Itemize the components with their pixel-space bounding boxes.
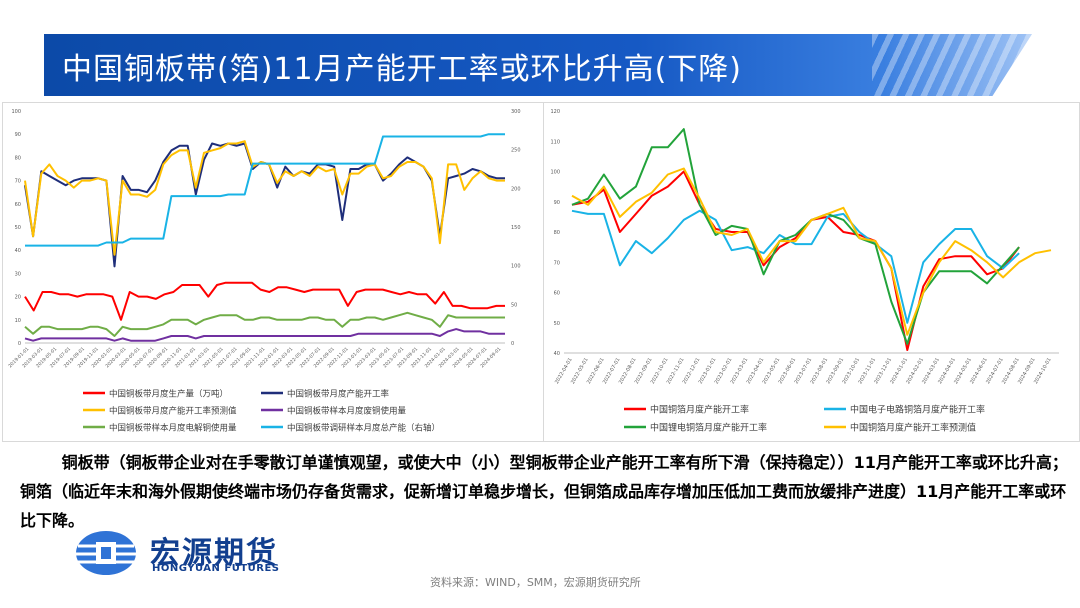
left-y-tick-label: 70: [15, 179, 21, 185]
y-tick-label: 50: [554, 321, 560, 327]
series-line: [571, 170, 1020, 351]
y-tick-label: 70: [554, 260, 560, 266]
legend-label: 中国电子电路铜箔月度产能开工率: [850, 404, 985, 416]
series-line: [24, 140, 505, 256]
y-tick-label: 120: [550, 109, 560, 115]
legend-label: 中国铜箔月度产能开工率预测值: [850, 422, 976, 434]
series-line: [24, 311, 505, 337]
left-y-tick-label: 0: [18, 341, 21, 347]
series-line: [24, 281, 505, 321]
legend-label: 中国锂电铜箔月度产能开工率: [650, 422, 767, 434]
left-y-tick-label: 90: [15, 132, 21, 138]
left-y-tick-label: 30: [15, 271, 21, 277]
description-paragraph: 铜板带（铜板带企业对在手零散订单谨慎观望，或使大中（小）型铜板带企业产能开工率有…: [20, 453, 1068, 530]
logo-name-en: HONGYUAN FUTURES: [152, 563, 280, 574]
source-note: 资料来源：WIND，SMM，宏源期货研究所: [430, 576, 641, 589]
left-y-tick-label: 100: [11, 109, 21, 115]
left-y-tick-label: 10: [15, 318, 21, 324]
description: 铜板带（铜板带企业对在手零散订单谨慎观望，或使大中（小）型铜板带企业产能开工率有…: [20, 448, 1070, 535]
right-y-tick-label: 250: [511, 148, 521, 154]
right-y-tick-label: 100: [511, 264, 521, 270]
y-tick-label: 110: [550, 139, 560, 145]
legend-label: 中国铜板带调研样本月度总产能（右轴）: [287, 423, 440, 434]
legend-label: 中国铜板带月度生产量（万吨）: [109, 389, 228, 400]
legend-label: 中国铜板带样本月度电解铜使用量: [109, 423, 237, 434]
page-title: 中国铜板带(箔)11月产能开工率或环比升高(下降): [62, 52, 742, 87]
right-y-tick-label: 150: [511, 225, 521, 231]
y-tick-label: 60: [554, 291, 560, 297]
left-y-tick-label: 80: [15, 155, 21, 161]
series-line: [25, 133, 505, 247]
title-banner-stripes: [872, 34, 1032, 96]
right-y-tick-label: 200: [511, 186, 521, 192]
company-logo: 宏源期货 HONGYUAN FUTURES: [74, 528, 314, 578]
left-y-tick-label: 20: [15, 295, 21, 301]
y-tick-label: 100: [550, 170, 560, 176]
title-banner: 中国铜板带(箔)11月产能开工率或环比升高(下降): [44, 34, 1032, 96]
y-tick-label: 80: [554, 230, 560, 236]
legend-label: 中国铜箔月度产能开工率: [650, 404, 749, 416]
right-chart: 4050607080901001101202022-04-012022-05-0…: [550, 109, 1059, 434]
series-line: [571, 167, 1052, 336]
y-tick-label: 90: [554, 200, 560, 206]
left-y-tick-label: 60: [15, 202, 21, 208]
legend-label: 中国铜板带样本月度废铜使用量: [287, 406, 407, 417]
right-chart-panel: 40 50 60 70 80 90 100 110 120 2022-04-01 2022-05-0…: [543, 102, 1080, 442]
left-chart: 0 10 20 30 40 50 60 70 80 90 100 0 50 100 150 200 250 300…: [7, 109, 521, 434]
legend-label: 中国铜板带月度产能开工率预测值: [109, 406, 237, 417]
left-y-tick-label: 40: [15, 248, 21, 254]
logo-name-cn: 宏源期货: [150, 536, 278, 571]
left-y-tick-label: 50: [15, 225, 21, 231]
series-line: [571, 128, 1020, 345]
y-tick-label: 40: [554, 351, 560, 357]
right-y-tick-label: 0: [511, 341, 514, 347]
right-y-tick-label: 50: [511, 302, 517, 308]
series-line: [24, 328, 505, 342]
left-chart-panel: 0 10 20 30 40 50 60 70 80 90 100 0 50 100 150 200 250 300…: [2, 102, 544, 442]
logo-mark-icon: [76, 531, 136, 575]
series-line: [24, 142, 505, 268]
series-line: [571, 209, 1020, 324]
right-y-tick-label: 300: [511, 109, 521, 115]
legend-label: 中国铜板带月度产能开工率: [287, 389, 390, 400]
